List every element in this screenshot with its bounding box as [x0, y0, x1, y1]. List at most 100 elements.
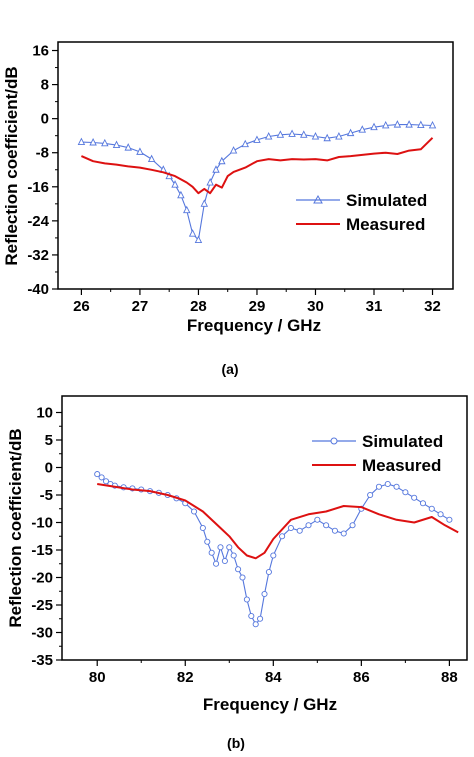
- point-simulated-b-13: [191, 508, 198, 515]
- point-simulated-a-33: [405, 120, 413, 128]
- x-tick-label-a-4: 30: [307, 298, 324, 315]
- point-simulated-a-6: [147, 154, 156, 163]
- point-simulated-a-21: [264, 132, 273, 140]
- point-simulated-b-19: [221, 557, 228, 565]
- point-simulated-a-12: [188, 229, 197, 237]
- series-line-measured-a: [81, 137, 434, 195]
- point-simulated-b-24: [243, 596, 250, 603]
- point-simulated-b-48: [428, 505, 435, 512]
- x-axis-title-b: Frequency / GHz: [203, 695, 337, 714]
- legend-simulated-label-a: Simulated: [346, 191, 427, 210]
- y-axis-title-a: Reflection coefficient/dB: [2, 66, 21, 265]
- point-simulated-a-2: [101, 138, 109, 147]
- legend-measured-label-a: Measured: [346, 215, 425, 234]
- point-simulated-b-35: [314, 516, 321, 523]
- point-simulated-b-23: [239, 574, 246, 581]
- chart-a: -40 -32 -24 -16 -8 0 8 16 26 27 28 29 30 31 32 Reflec…: [2, 41, 454, 377]
- legend-b: Simulated Measured: [312, 432, 443, 475]
- point-simulated-b-47: [419, 500, 427, 507]
- point-simulated-b-50: [446, 516, 453, 523]
- point-simulated-a-34: [417, 120, 425, 128]
- point-simulated-b-28: [261, 590, 268, 598]
- point-simulated-b-14: [199, 524, 206, 532]
- legend-entry-measured-b: Measured: [312, 456, 441, 475]
- point-simulated-a-17: [218, 156, 226, 165]
- y-tick-label-b-8: 5: [45, 432, 53, 449]
- x-tick-label-b-1: 82: [177, 669, 194, 686]
- y-tick-label-b-9: 10: [36, 405, 53, 422]
- y-tick-label-b-5: -10: [31, 515, 53, 532]
- x-tick-label-b-0: 80: [89, 669, 106, 686]
- point-simulated-a-16: [212, 165, 220, 173]
- y-tick-label-a-5: 0: [41, 111, 49, 128]
- point-simulated-a-0: [77, 137, 86, 146]
- y-tick-label-a-0: -40: [27, 281, 49, 298]
- point-simulated-a-5: [136, 147, 144, 155]
- x-tick-label-a-2: 28: [190, 298, 207, 315]
- x-tick-label-a-6: 32: [424, 298, 441, 315]
- point-simulated-a-10: [177, 190, 185, 199]
- x-tick-label-a-0: 26: [73, 298, 90, 315]
- point-simulated-a-32: [393, 120, 402, 128]
- y-ticks-a: -40 -32 -24 -16 -8 0 8 16: [27, 43, 58, 298]
- x-tick-label-b-4: 88: [441, 669, 458, 686]
- point-simulated-b-49: [437, 511, 444, 518]
- y-tick-label-b-7: 0: [45, 460, 53, 477]
- y-tick-label-a-4: -8: [36, 145, 49, 162]
- x-ticks-b: 80 82 84 86 88: [89, 660, 458, 686]
- point-simulated-b-22: [235, 566, 242, 573]
- point-simulated-a-4: [124, 143, 132, 151]
- point-simulated-a-19: [241, 139, 249, 148]
- y-tick-label-b-0: -35: [31, 652, 53, 669]
- point-simulated-b-2: [102, 478, 110, 485]
- point-simulated-b-30: [270, 552, 277, 559]
- point-simulated-a-35: [428, 120, 437, 129]
- point-simulated-b-18: [217, 544, 224, 551]
- chart-b: -35 -30 -25 -20 -15 -10 -5 0 5 10 80 82 84 86 88 Refl…: [6, 395, 468, 751]
- point-simulated-a-1: [89, 137, 97, 146]
- point-simulated-b-37: [331, 527, 338, 534]
- point-simulated-a-15: [206, 178, 214, 186]
- point-simulated-a-29: [358, 125, 367, 133]
- point-simulated-b-29: [265, 568, 272, 576]
- point-simulated-a-25: [311, 132, 320, 140]
- point-simulated-a-26: [323, 133, 331, 142]
- point-simulated-b-38: [340, 530, 347, 537]
- y-tick-label-a-3: -16: [27, 179, 49, 196]
- point-simulated-b-45: [402, 489, 409, 496]
- point-simulated-a-18: [229, 146, 238, 154]
- x-axis-title-a: Frequency / GHz: [187, 316, 321, 335]
- legend-entry-measured-a: Measured: [296, 215, 425, 234]
- point-simulated-b-44: [393, 483, 400, 490]
- series-layer-a: [77, 120, 437, 243]
- point-simulated-b-34: [305, 522, 312, 529]
- point-simulated-b-21: [230, 552, 237, 559]
- point-simulated-a-9: [171, 180, 179, 188]
- y-tick-label-a-2: -24: [27, 213, 49, 230]
- point-simulated-b-0: [94, 471, 101, 478]
- x-tick-label-b-3: 86: [353, 669, 370, 686]
- point-simulated-a-14: [200, 199, 209, 207]
- y-tick-label-b-6: -5: [40, 487, 53, 504]
- point-simulated-b-1: [98, 474, 105, 481]
- point-simulated-b-42: [375, 483, 383, 490]
- series-line-simulated-b: [96, 473, 450, 625]
- point-simulated-b-39: [349, 522, 356, 529]
- legend-simulated-label-b: Simulated: [362, 432, 443, 451]
- y-tick-label-a-7: 16: [32, 43, 49, 60]
- point-simulated-b-33: [296, 527, 303, 534]
- x-ticks-a: 26 27 28 29 30 31 32: [73, 289, 441, 315]
- legend-measured-label-b: Measured: [362, 456, 441, 475]
- y-tick-label-b-4: -15: [31, 542, 53, 559]
- x-tick-label-a-3: 29: [249, 298, 266, 315]
- caption-b: (b): [227, 735, 245, 751]
- point-simulated-a-22: [276, 130, 285, 138]
- point-simulated-a-31: [381, 120, 390, 129]
- point-simulated-b-15: [204, 538, 211, 545]
- point-simulated-b-32: [287, 524, 294, 532]
- point-simulated-b-16: [208, 549, 215, 556]
- point-simulated-b-25: [248, 612, 255, 620]
- point-simulated-b-20: [226, 544, 233, 551]
- y-tick-label-b-2: -25: [31, 597, 53, 614]
